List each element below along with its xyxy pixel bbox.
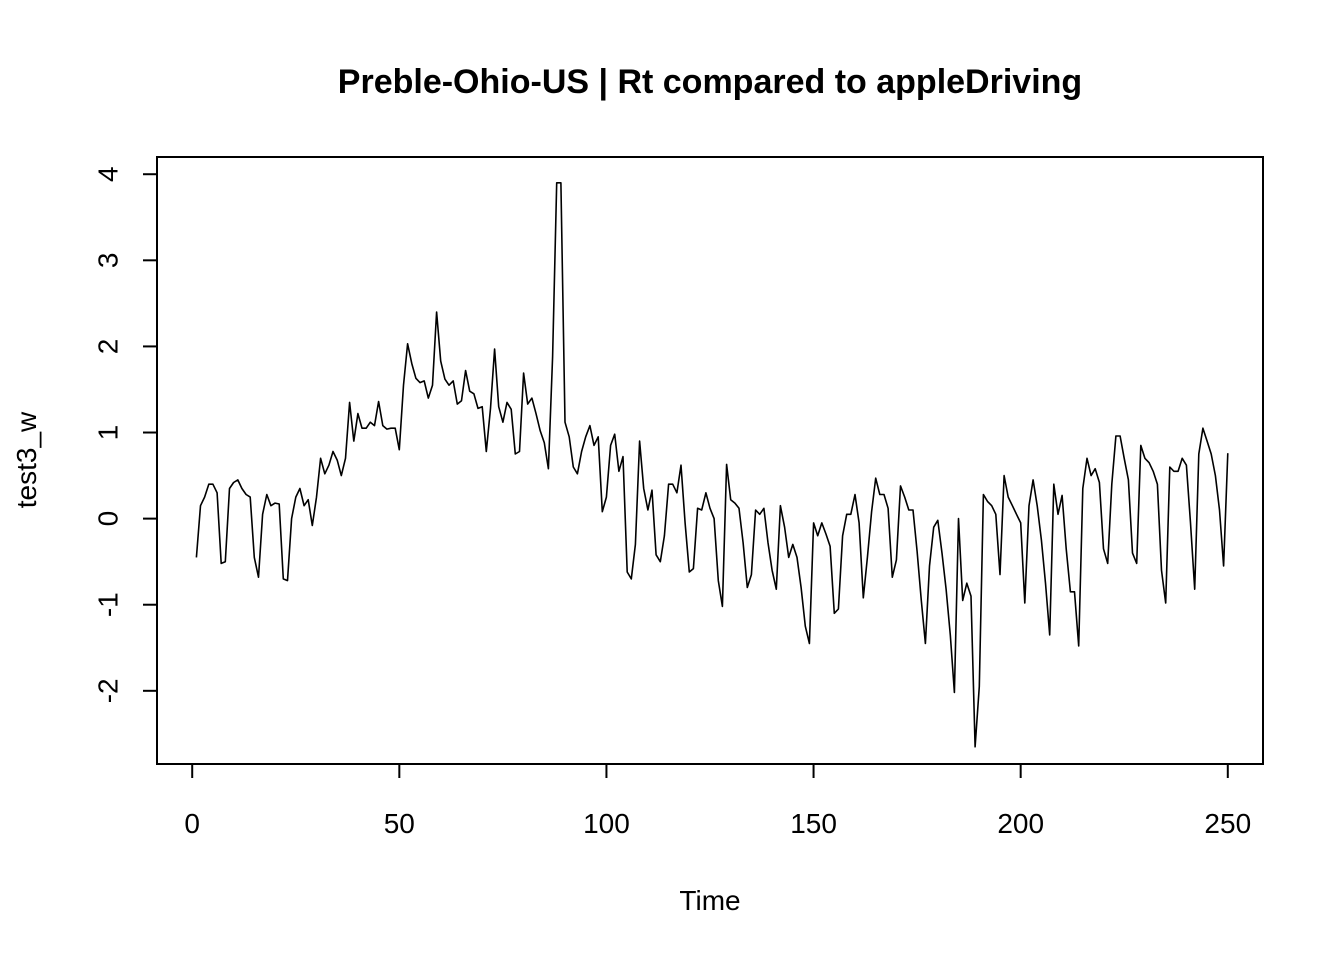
x-axis-label: Time — [679, 885, 740, 916]
x-tick-label: 200 — [997, 808, 1044, 839]
x-tick-label: 100 — [583, 808, 630, 839]
series-line — [196, 183, 1227, 747]
y-tick-label: 3 — [92, 253, 123, 269]
chart-title: Preble-Ohio-US | Rt compared to appleDri… — [338, 63, 1082, 101]
y-tick-label: 4 — [92, 166, 123, 182]
y-tick-label: 1 — [92, 425, 123, 441]
x-tick-label: 0 — [184, 808, 200, 839]
x-tick-label: 250 — [1204, 808, 1251, 839]
x-tick-label: 150 — [790, 808, 837, 839]
y-axis: -2 -1 0 1 2 3 4 — [92, 166, 157, 703]
y-tick-label: 2 — [92, 339, 123, 355]
x-axis: 0 50 100 150 200 250 — [184, 764, 1251, 839]
y-tick-label: 0 — [92, 511, 123, 527]
x-tick-label: 50 — [384, 808, 415, 839]
y-tick-label: -1 — [92, 592, 123, 617]
y-axis-label: test3_w — [11, 411, 42, 508]
plot-frame — [157, 157, 1263, 764]
y-tick-label: -2 — [92, 678, 123, 703]
